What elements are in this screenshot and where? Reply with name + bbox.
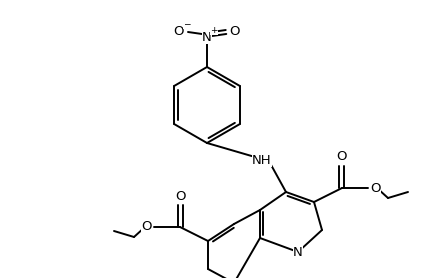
Text: O: O — [174, 24, 184, 38]
Text: O: O — [175, 190, 185, 202]
Text: N: N — [293, 245, 303, 259]
Text: −: − — [183, 19, 191, 29]
Text: O: O — [141, 220, 151, 234]
Text: O: O — [337, 150, 347, 163]
Text: O: O — [371, 182, 381, 195]
Text: N: N — [202, 31, 212, 43]
Text: NH: NH — [252, 153, 272, 167]
Text: O: O — [230, 24, 240, 38]
Text: +: + — [210, 26, 218, 34]
